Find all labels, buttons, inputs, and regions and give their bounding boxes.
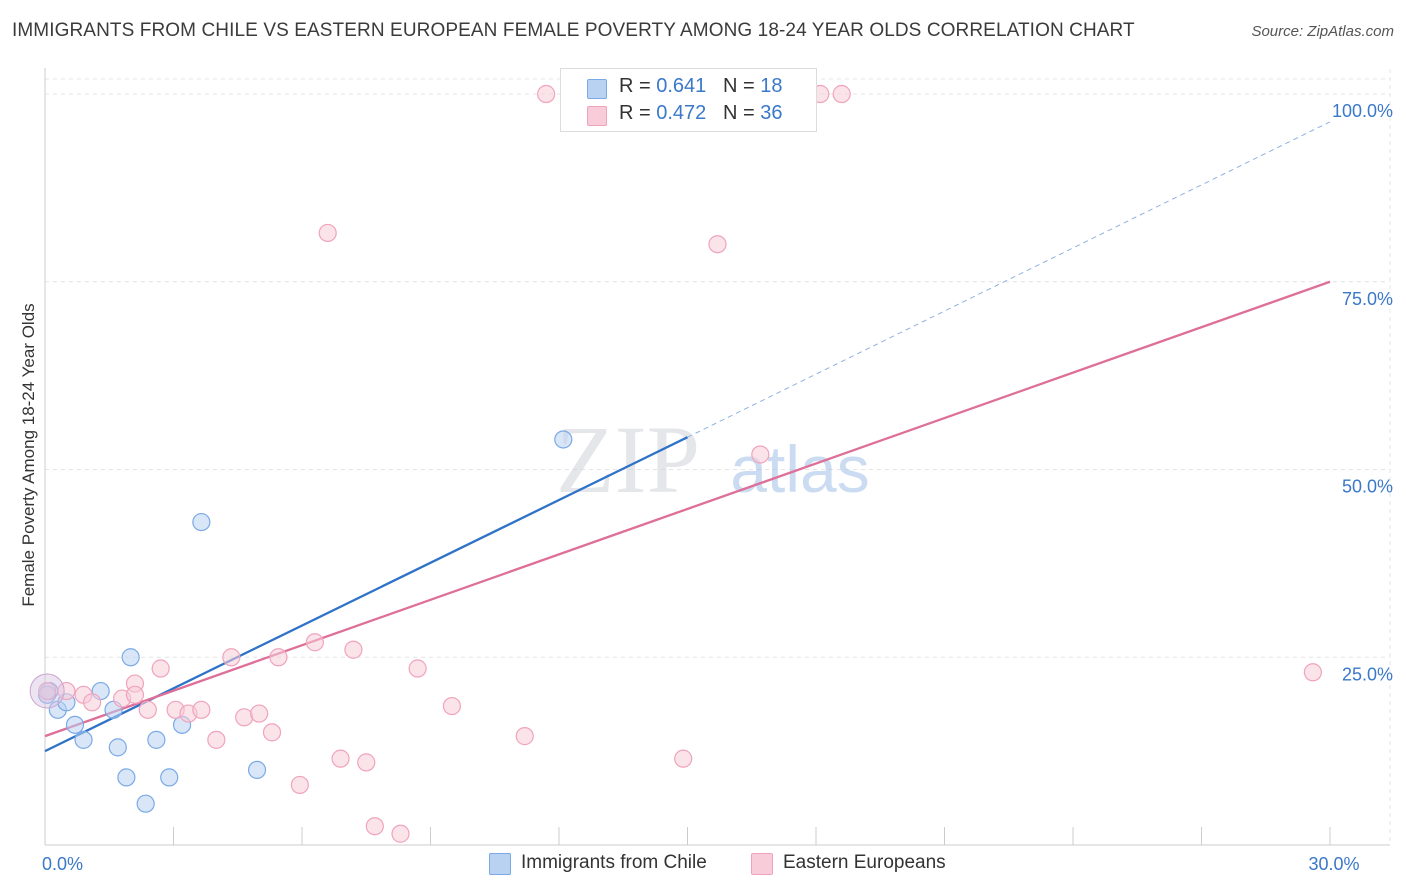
data-point <box>442 696 462 716</box>
y-tick-label: 75.0% <box>1342 289 1393 309</box>
series-legend: Immigrants from Chile Eastern Europeans <box>0 852 1406 878</box>
r-value: 0.641 <box>656 75 707 97</box>
data-point <box>121 648 140 667</box>
data-point <box>554 430 573 449</box>
data-point <box>38 681 57 701</box>
r-label: R = <box>619 102 651 124</box>
legend-label-chile: Immigrants from Chile <box>521 852 707 873</box>
data-point <box>147 730 166 749</box>
data-point <box>192 700 211 719</box>
data-point <box>117 768 136 787</box>
legend-swatch-eastern <box>751 853 773 875</box>
data-point <box>391 824 410 843</box>
data-point <box>247 760 267 780</box>
data-point <box>108 738 127 757</box>
data-point <box>57 681 76 701</box>
data-point <box>290 775 309 795</box>
legend-label-eastern: Eastern Europeans <box>783 852 946 873</box>
y-tick-label: 100.0% <box>1332 101 1393 121</box>
data-point <box>318 223 337 243</box>
trend-line-chile-extension <box>687 121 1331 438</box>
data-point <box>269 648 288 667</box>
n-value: 18 <box>760 75 783 97</box>
n-label: N = <box>722 75 755 97</box>
r-value: 0.472 <box>656 102 707 124</box>
axes <box>44 68 1390 846</box>
watermark: ZIP atlas <box>556 406 870 513</box>
source-label: Source: ZipAtlas.com <box>1251 23 1394 40</box>
data-point <box>751 445 770 464</box>
data-point <box>235 708 254 727</box>
data-point <box>344 640 363 659</box>
data-point <box>222 648 241 667</box>
y-axis-label: Female Poverty Among 18-24 Year Olds <box>19 303 38 606</box>
eastern-swatch <box>587 106 607 126</box>
n-value: 36 <box>760 102 783 124</box>
legend-swatch-chile <box>489 853 511 875</box>
tick-labels: 0.0% 30.0% 25.0% 50.0% 75.0% 100.0% <box>42 101 1393 874</box>
data-point <box>138 700 157 719</box>
data-point <box>74 730 93 749</box>
data-point <box>832 84 851 104</box>
data-point <box>262 723 282 742</box>
data-point <box>151 659 170 678</box>
data-point-cluster <box>29 673 65 709</box>
series-points-chile <box>38 430 573 813</box>
data-point <box>365 817 384 836</box>
data-point <box>537 84 556 104</box>
trend-lines <box>44 121 1331 753</box>
data-point <box>83 693 102 712</box>
y-tick-label: 25.0% <box>1342 664 1393 684</box>
stats-text-eastern: R = 0.472 N = 36 <box>619 102 782 125</box>
data-point <box>305 633 324 652</box>
chile-swatch <box>587 79 607 99</box>
data-point <box>515 727 534 746</box>
data-point <box>136 794 155 813</box>
data-point <box>708 235 727 254</box>
data-point <box>331 749 350 768</box>
data-point <box>192 512 211 532</box>
stats-legend: R = 0.641 N = 18 R = 0.472 N = 36 <box>560 68 817 132</box>
data-points <box>29 84 1322 843</box>
chart-title: IMMIGRANTS FROM CHILE VS EASTERN EUROPEA… <box>12 20 1135 41</box>
data-point <box>250 704 269 723</box>
n-label: N = <box>722 102 755 124</box>
data-point <box>125 685 145 704</box>
data-point <box>674 749 693 768</box>
r-label: R = <box>619 75 651 97</box>
y-tick-label: 50.0% <box>1342 477 1393 497</box>
trend-line-eastern <box>44 280 1331 738</box>
data-point <box>1303 663 1322 682</box>
data-point <box>207 730 226 749</box>
x-tick-label: 30.0% <box>1308 854 1359 874</box>
series-points-eastern <box>38 84 1322 843</box>
watermark-zip: ZIP <box>556 406 700 513</box>
x-tick-label: 0.0% <box>42 854 83 874</box>
data-point <box>357 753 376 772</box>
grid-lines <box>45 69 1391 845</box>
data-point <box>160 768 179 787</box>
data-point <box>408 659 427 678</box>
data-point <box>65 715 85 734</box>
stats-text-chile: R = 0.641 N = 18 <box>619 75 782 98</box>
